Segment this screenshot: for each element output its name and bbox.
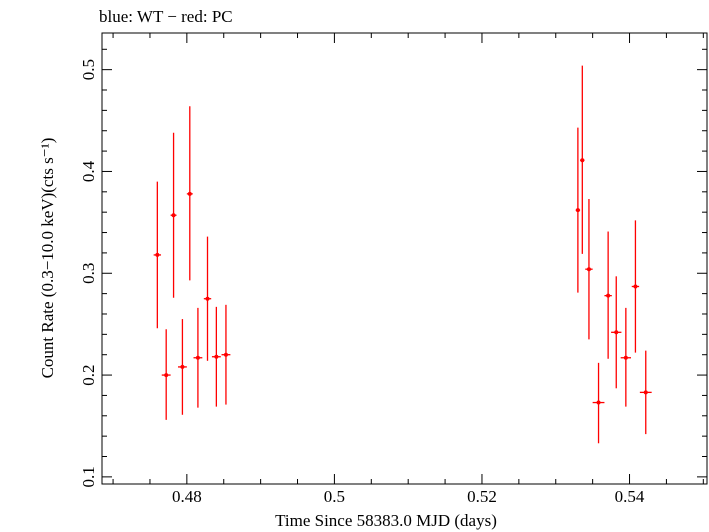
data-point (170, 132, 177, 298)
data-point (611, 276, 622, 389)
point-marker (164, 373, 169, 378)
point-marker (623, 355, 628, 360)
y-axis-label: Count Rate (0.3−10.0 keV)(cts s⁻¹) (38, 138, 57, 379)
data-point (639, 350, 652, 435)
x-axis-label: Time Since 58383.0 MJD (days) (275, 511, 497, 530)
tick-labels: 0.48 0.5 0.52 0.54 0.1 0.2 0.3 0.4 0.5 (79, 59, 645, 506)
point-marker (187, 191, 192, 196)
point-marker (633, 284, 638, 289)
y-tick-label: 0.4 (79, 160, 98, 182)
data-points (153, 65, 652, 444)
point-marker (586, 267, 591, 272)
y-tick-label: 0.3 (79, 263, 98, 284)
data-point (177, 319, 187, 415)
data-point (604, 231, 612, 359)
data-point (193, 307, 203, 408)
point-marker (223, 352, 228, 357)
data-point (186, 106, 193, 281)
data-point (592, 362, 605, 444)
point-marker (155, 252, 160, 257)
chart-title: blue: WT − red: PC (99, 7, 233, 26)
data-point (211, 306, 221, 407)
x-tick-label: 0.48 (172, 487, 202, 506)
point-marker (580, 158, 585, 163)
data-point (203, 236, 212, 361)
point-marker (180, 364, 185, 369)
point-marker (575, 208, 580, 213)
y-tick-label: 0.2 (79, 364, 98, 385)
x-tick-label: 0.54 (615, 487, 645, 506)
plot-frame (101, 32, 708, 485)
point-marker (643, 390, 648, 395)
data-point (221, 304, 231, 405)
x-tick-label: 0.52 (467, 487, 497, 506)
y-tick-label: 0.1 (79, 466, 98, 487)
data-point (161, 329, 171, 420)
axis-ticks (102, 33, 707, 484)
y-tick-label: 0.5 (79, 59, 98, 80)
point-marker (214, 354, 219, 359)
point-marker (606, 293, 611, 298)
data-point (153, 181, 162, 329)
x-tick-label: 0.5 (324, 487, 345, 506)
data-point (580, 65, 585, 254)
point-marker (614, 330, 619, 335)
data-point (585, 198, 593, 340)
data-point (575, 127, 581, 293)
point-marker (195, 355, 200, 360)
data-point (620, 307, 632, 407)
point-marker (596, 400, 601, 405)
data-point (631, 220, 640, 353)
point-marker (171, 213, 176, 218)
point-marker (205, 296, 210, 301)
